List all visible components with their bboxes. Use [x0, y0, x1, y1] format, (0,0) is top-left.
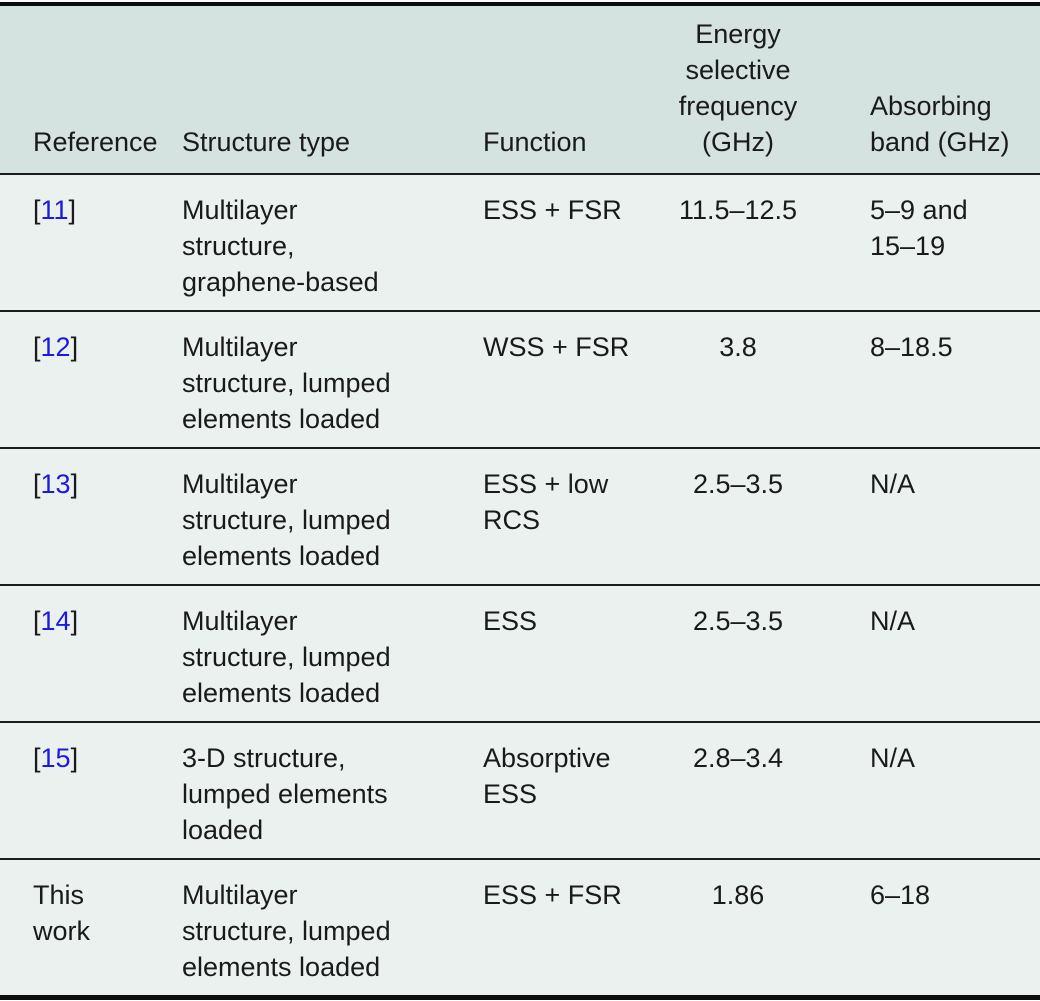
frequency-cell: 2.8–3.4 [643, 721, 833, 859]
absorbing-band-cell: N/A [833, 584, 1040, 722]
citation-bracket-open: [ [33, 743, 41, 773]
reference-cell: [12] [0, 310, 182, 448]
absorbing-band-cell: N/A [833, 721, 1040, 859]
function-cell: WSS + FSR [483, 310, 643, 448]
table-row: This work Multilayer structure, lumped e… [0, 858, 1040, 998]
function-cell: Absorptive ESS [483, 721, 643, 859]
function-cell: ESS + low RCS [483, 447, 643, 585]
col-header-structure-type: Structure type [182, 4, 483, 175]
structure-type-cell: Multilayer structure, lumped elements lo… [182, 584, 483, 722]
frequency-cell: 2.5–3.5 [643, 584, 833, 722]
structure-type-cell: Multilayer structure, lumped elements lo… [182, 310, 483, 448]
citation-bracket-close: ] [70, 332, 79, 362]
reference-cell: [11] [0, 174, 182, 311]
frequency-cell: 2.5–3.5 [643, 447, 833, 585]
reference-cell: [14] [0, 584, 182, 722]
absorbing-band-cell: 6–18 [833, 858, 1040, 998]
citation-bracket-open: [ [33, 332, 41, 362]
citation-bracket-close: ] [68, 195, 77, 225]
table-header: Reference Structure type Function Energy… [0, 4, 1040, 175]
citation-link[interactable]: 14 [40, 606, 71, 636]
function-cell: ESS [483, 584, 643, 722]
col-header-reference: Reference [0, 4, 182, 175]
citation-bracket-close: ] [70, 469, 79, 499]
table-row: [12] Multilayer structure, lumped elemen… [0, 310, 1040, 448]
reference-text: This work [33, 880, 91, 946]
citation-bracket-open: [ [33, 469, 41, 499]
col-header-function: Function [483, 4, 643, 175]
citation-bracket-open: [ [33, 195, 41, 225]
citation-link[interactable]: 12 [40, 332, 71, 362]
function-cell: ESS + FSR [483, 858, 643, 998]
absorbing-band-cell: N/A [833, 447, 1040, 585]
frequency-cell: 1.86 [643, 858, 833, 998]
col-header-energy-selective-frequency: Energy selective frequency (GHz) [643, 4, 833, 175]
citation-link[interactable]: 13 [40, 469, 71, 499]
function-cell: ESS + FSR [483, 174, 643, 311]
reference-cell: This work [0, 858, 182, 998]
table-row: [11] Multilayer structure, graphene-base… [0, 174, 1040, 311]
absorbing-band-cell: 5–9 and 15–19 [833, 174, 1040, 311]
frequency-cell: 3.8 [643, 310, 833, 448]
reference-cell: [15] [0, 721, 182, 859]
citation-bracket-close: ] [70, 743, 79, 773]
table-row: [13] Multilayer structure, lumped elemen… [0, 447, 1040, 585]
citation-link[interactable]: 15 [40, 743, 71, 773]
table-row: [15] 3-D structure, lumped elements load… [0, 721, 1040, 859]
reference-cell: [13] [0, 447, 182, 585]
absorbing-band-cell: 8–18.5 [833, 310, 1040, 448]
structure-type-cell: Multilayer structure, graphene-based [182, 174, 483, 311]
col-header-absorbing-band: Absorbing band (GHz) [833, 4, 1040, 175]
citation-bracket-close: ] [70, 606, 79, 636]
structure-type-cell: 3-D structure, lumped elements loaded [182, 721, 483, 859]
frequency-cell: 11.5–12.5 [643, 174, 833, 311]
structure-type-cell: Multilayer structure, lumped elements lo… [182, 447, 483, 585]
structure-type-cell: Multilayer structure, lumped elements lo… [182, 858, 483, 998]
citation-link[interactable]: 11 [40, 195, 69, 225]
citation-bracket-open: [ [33, 606, 41, 636]
header-row: Reference Structure type Function Energy… [0, 4, 1040, 175]
table-row: [14] Multilayer structure, lumped elemen… [0, 584, 1040, 722]
